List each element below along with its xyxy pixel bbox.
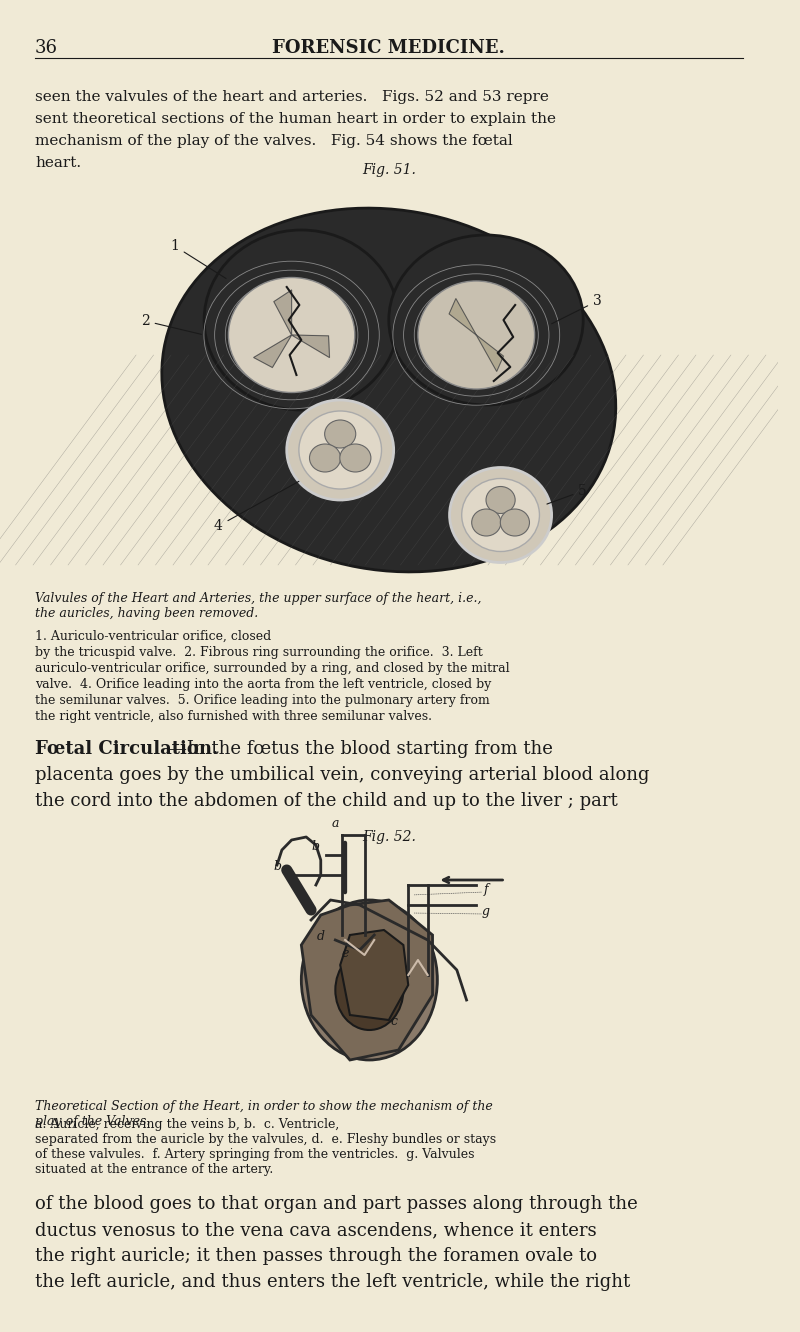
Ellipse shape [486,486,515,514]
Polygon shape [274,290,292,336]
Text: 3: 3 [552,294,602,324]
Text: e: e [342,947,349,960]
Text: the right ventricle, also furnished with three semilunar valves.: the right ventricle, also furnished with… [35,710,432,723]
Text: FORENSIC MEDICINE.: FORENSIC MEDICINE. [272,39,506,57]
Text: 36: 36 [35,39,58,57]
Text: by the tricuspid valve.  2. Fibrous ring surrounding the orifice.  3. Left: by the tricuspid valve. 2. Fibrous ring … [35,646,482,659]
Ellipse shape [204,230,398,410]
Text: Valvules of the Heart and Arteries, the upper surface of the heart, i.e.,
the au: Valvules of the Heart and Arteries, the … [35,591,482,619]
Polygon shape [254,336,292,368]
Ellipse shape [500,509,530,535]
Text: situated at the entrance of the artery.: situated at the entrance of the artery. [35,1163,274,1176]
Ellipse shape [310,444,341,472]
Ellipse shape [472,509,501,535]
Text: separated from the auricle by the valvules, d.  e. Fleshy bundles or stays: separated from the auricle by the valvul… [35,1134,496,1146]
Text: d: d [317,930,325,943]
Text: a. Auricle, receiving the veins b, b.  c. Ventricle,: a. Auricle, receiving the veins b, b. c.… [35,1118,339,1131]
Text: sent theoretical sections of the human heart in order to explain the: sent theoretical sections of the human h… [35,112,556,127]
Text: Fœtal Circulation.: Fœtal Circulation. [35,741,218,758]
Text: g: g [482,904,490,918]
Ellipse shape [389,234,583,405]
Text: f: f [484,883,488,896]
Text: Fig. 52.: Fig. 52. [362,830,416,844]
Text: 1. Auriculo-ventricular orifice, closed: 1. Auriculo-ventricular orifice, closed [35,630,271,643]
Text: the semilunar valves.  5. Orifice leading into the pulmonary artery from: the semilunar valves. 5. Orifice leading… [35,694,490,707]
Text: Fig. 51.: Fig. 51. [362,163,416,177]
Ellipse shape [229,277,354,393]
Ellipse shape [302,900,438,1060]
Text: mechanism of the play of the valves.   Fig. 54 shows the fœtal: mechanism of the play of the valves. Fig… [35,135,513,148]
Ellipse shape [162,208,616,571]
Text: auriculo-ventricular orifice, surrounded by a ring, and closed by the mitral: auriculo-ventricular orifice, surrounded… [35,662,510,675]
Text: b: b [312,840,320,852]
Ellipse shape [335,950,403,1030]
PathPatch shape [340,930,408,1020]
Text: ductus venosus to the vena cava ascendens, whence it enters: ductus venosus to the vena cava ascenden… [35,1221,597,1239]
Text: a: a [331,817,339,830]
Text: 2: 2 [141,314,202,334]
Text: —In the fœtus the blood starting from the: —In the fœtus the blood starting from th… [169,741,553,758]
Ellipse shape [462,478,539,551]
Polygon shape [476,336,503,372]
Text: the right auricle; it then passes through the foramen ovale to: the right auricle; it then passes throug… [35,1247,597,1265]
Ellipse shape [286,400,394,500]
Ellipse shape [299,412,382,489]
Text: valve.  4. Orifice leading into the aorta from the left ventricle, closed by: valve. 4. Orifice leading into the aorta… [35,678,491,691]
Text: placenta goes by the umbilical vein, conveying arterial blood along: placenta goes by the umbilical vein, con… [35,766,650,785]
Text: Theoretical Section of the Heart, in order to show the mechanism of the
play of : Theoretical Section of the Heart, in ord… [35,1100,493,1128]
Text: 4: 4 [214,481,299,533]
Text: c: c [390,1015,397,1028]
Ellipse shape [450,468,552,562]
Ellipse shape [418,281,534,389]
Text: heart.: heart. [35,156,81,170]
Ellipse shape [325,420,356,448]
Text: of the blood goes to that organ and part passes along through the: of the blood goes to that organ and part… [35,1195,638,1213]
PathPatch shape [302,900,433,1060]
Polygon shape [292,336,330,357]
Polygon shape [449,298,476,336]
Text: seen the valvules of the heart and arteries.   Figs. 52 and 53 repre: seen the valvules of the heart and arter… [35,91,549,104]
Text: 1: 1 [170,238,226,278]
Ellipse shape [340,444,371,472]
Text: 5: 5 [547,484,587,503]
Text: the left auricle, and thus enters the left ventricle, while the right: the left auricle, and thus enters the le… [35,1273,630,1291]
Text: of these valvules.  f. Artery springing from the ventricles.  g. Valvules: of these valvules. f. Artery springing f… [35,1148,474,1162]
Text: b: b [273,860,281,872]
Text: the cord into the abdomen of the child and up to the liver ; part: the cord into the abdomen of the child a… [35,793,618,810]
